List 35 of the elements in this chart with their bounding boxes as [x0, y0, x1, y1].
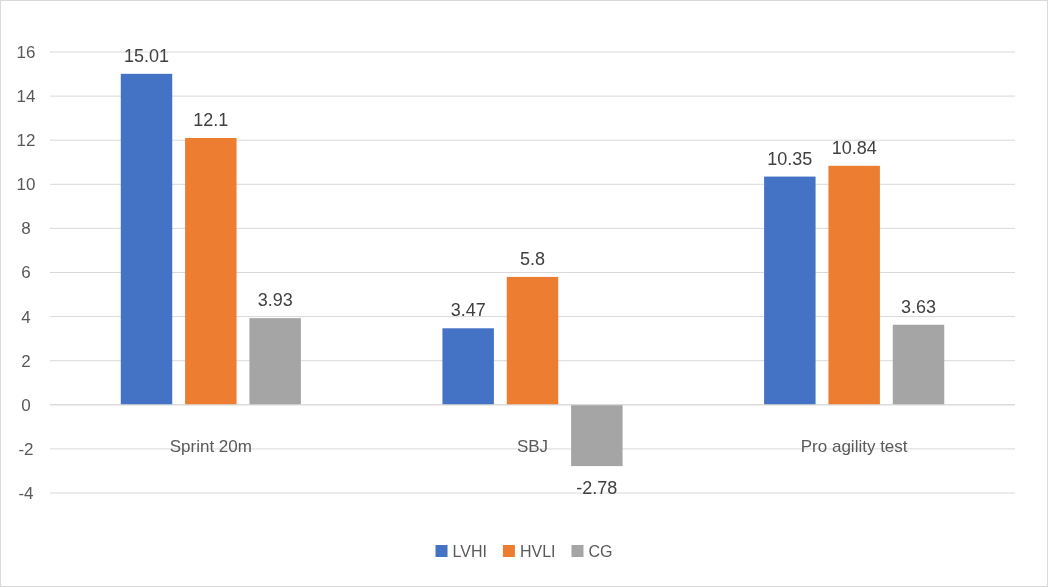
bar: [249, 318, 301, 405]
bar: [506, 276, 559, 405]
bar: [120, 73, 173, 405]
bar: [764, 176, 816, 405]
y-tick-label: 2: [21, 351, 31, 371]
y-tick-label: -2: [18, 439, 34, 459]
bar: [828, 165, 880, 405]
y-tick-label: 12: [16, 131, 36, 151]
y-tick-label: 16: [16, 42, 36, 62]
x-tick-label: SBJ: [516, 436, 549, 456]
data-label: 15.01: [123, 45, 170, 66]
legend-label: LVHI: [452, 543, 487, 560]
data-label: 3.93: [257, 290, 293, 311]
bar: [892, 324, 945, 405]
y-tick-label: -4: [18, 483, 34, 503]
y-tick-label: 6: [21, 263, 31, 283]
data-label: 3.47: [450, 300, 486, 321]
data-label: -2.78: [576, 478, 618, 499]
data-label: 3.63: [900, 296, 937, 317]
bar: [442, 328, 494, 405]
data-label: 5.8: [519, 248, 546, 269]
legend-label: CG: [588, 543, 613, 560]
bar: [185, 138, 237, 405]
data-label: 10.84: [831, 137, 877, 158]
bar: [571, 404, 623, 467]
legend-label: HVLI: [519, 543, 556, 560]
y-tick-label: 14: [16, 87, 36, 107]
y-tick-label: 4: [21, 307, 31, 327]
data-label: 12.1: [193, 110, 229, 130]
y-tick-label: 10: [16, 175, 36, 195]
data-label: 10.35: [767, 148, 813, 169]
y-tick-label: 0: [21, 395, 31, 415]
x-tick-label: Pro agility test: [800, 436, 908, 456]
y-tick-label: 8: [21, 219, 31, 239]
x-tick-label: Sprint 20m: [169, 436, 252, 456]
